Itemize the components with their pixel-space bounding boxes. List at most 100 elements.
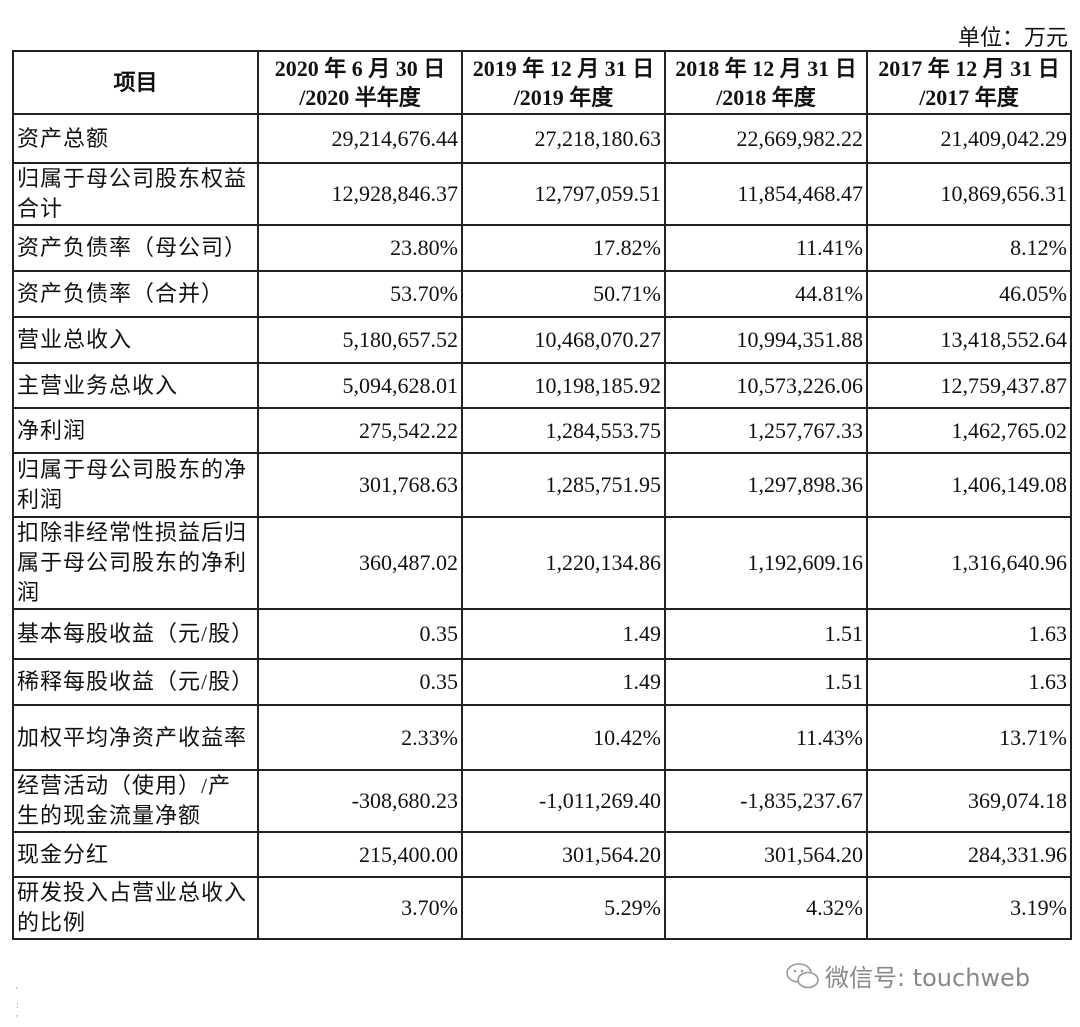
cell-value: 1.63 xyxy=(866,658,1072,706)
table-row: 主营业务总收入 5,094,628.01 10,198,185.92 10,573,2… xyxy=(12,362,1072,409)
cell-value: 360,487.02 xyxy=(257,516,463,610)
header-period: 2018 年 12 月 31 日/2018 年度 xyxy=(664,50,868,115)
cell-value: 0.35 xyxy=(257,658,463,706)
cell-value: 1,192,609.16 xyxy=(664,516,868,610)
cell-value: 10,468,070.27 xyxy=(461,316,666,364)
table-row: 现金分红 215,400.00 301,564.20 301,564.20 284,33… xyxy=(12,831,1072,878)
header-period: 2017 年 12 月 31 日/2017 年度 xyxy=(866,50,1072,115)
row-label: 加权平均净资产收益率 xyxy=(12,704,259,771)
cell-value: -1,011,269.40 xyxy=(461,769,666,833)
header-line: 2018 年 12 月 31 日 xyxy=(675,55,857,81)
cell-value: 27,218,180.63 xyxy=(461,113,666,164)
cell-value: 275,542.22 xyxy=(257,407,463,454)
financial-summary-table: 项目 2020 年 6 月 30 日/2020 半年度 2019 年 12 月 31… xyxy=(12,50,1072,940)
row-label: 归属于母公司股东的净利润 xyxy=(12,452,259,518)
header-line: 2017 年 12 月 31 日 xyxy=(878,55,1060,81)
cell-value: 1,316,640.96 xyxy=(866,516,1072,610)
cell-value: 10,869,656.31 xyxy=(866,162,1072,226)
cell-value: 10,573,226.06 xyxy=(664,362,868,409)
cell-value: 11.43% xyxy=(664,704,868,771)
table-row: 资产总额 29,214,676.44 27,218,180.63 22,669,982… xyxy=(12,113,1072,164)
header-line: /2020 半年度 xyxy=(299,84,421,110)
cell-value: 1.51 xyxy=(664,658,868,706)
cell-value: 11,854,468.47 xyxy=(664,162,868,226)
row-label: 资产总额 xyxy=(12,113,259,164)
row-label: 扣除非经常性损益后归属于母公司股东的净利润 xyxy=(12,516,259,610)
table-row: 稀释每股收益（元/股） 0.35 1.49 1.51 1.63 xyxy=(12,658,1072,706)
cell-value: 21,409,042.29 xyxy=(866,113,1072,164)
cell-value: -1,835,237.67 xyxy=(664,769,868,833)
header-period: 2019 年 12 月 31 日/2019 年度 xyxy=(461,50,666,115)
cell-value: 13.71% xyxy=(866,704,1072,771)
row-label: 净利润 xyxy=(12,407,259,454)
cell-value: 10.42% xyxy=(461,704,666,771)
cell-value: 1.51 xyxy=(664,608,868,660)
cell-value: 284,331.96 xyxy=(866,831,1072,878)
row-label: 稀释每股收益（元/股） xyxy=(12,658,259,706)
table-row: 归属于母公司股东权益合计 12,928,846.37 12,797,059.51 11… xyxy=(12,162,1072,226)
cell-value: 12,928,846.37 xyxy=(257,162,463,226)
cell-value: 10,994,351.88 xyxy=(664,316,868,364)
cell-value: 369,074.18 xyxy=(866,769,1072,833)
cell-value: 12,759,437.87 xyxy=(866,362,1072,409)
cell-value: 4.32% xyxy=(664,876,868,940)
watermark: 微信号: touchweb xyxy=(785,958,1030,993)
row-label: 资产负债率（合并） xyxy=(12,270,259,318)
row-label: 营业总收入 xyxy=(12,316,259,364)
cell-value: 11.41% xyxy=(664,224,868,272)
table-row: 资产负债率（合并） 53.70% 50.71% 44.81% 46.05% xyxy=(12,270,1072,318)
table-row: 归属于母公司股东的净利润 301,768.63 1,285,751.95 1,297,… xyxy=(12,452,1072,518)
cell-value: 1.63 xyxy=(866,608,1072,660)
unit-note: 单位：万元 xyxy=(957,25,1068,50)
cell-value: -308,680.23 xyxy=(257,769,463,833)
row-label: 现金分红 xyxy=(12,831,259,878)
cell-value: 5.29% xyxy=(461,876,666,940)
table-row: 净利润 275,542.22 1,284,553.75 1,257,767.33 1,4… xyxy=(12,407,1072,454)
header-line: /2017 年度 xyxy=(919,84,1019,110)
row-label: 经营活动（使用）/产生的现金流量净额 xyxy=(12,769,259,833)
cell-value: 5,094,628.01 xyxy=(257,362,463,409)
row-label: 研发投入占营业总收入的比例 xyxy=(12,876,259,940)
header-line: 项目 xyxy=(113,70,158,95)
cell-value: 301,564.20 xyxy=(664,831,868,878)
cell-value: 53.70% xyxy=(257,270,463,318)
wechat-icon xyxy=(786,962,819,988)
header-line: 2019 年 12 月 31 日 xyxy=(472,55,655,81)
table-row: 加权平均净资产收益率 2.33% 10.42% 11.43% 13.71% xyxy=(12,704,1072,771)
cell-value: 1,285,751.95 xyxy=(461,452,666,518)
cell-value: 8.12% xyxy=(866,224,1072,272)
row-label: 主营业务总收入 xyxy=(12,362,259,409)
watermark-text: 微信号: touchweb xyxy=(825,964,1031,992)
cell-value: 22,669,982.22 xyxy=(664,113,868,164)
cell-value: 1.49 xyxy=(461,608,666,660)
cell-value: 1,257,767.33 xyxy=(664,407,868,454)
header-line: /2018 年度 xyxy=(716,84,816,110)
cell-value: 215,400.00 xyxy=(257,831,463,878)
cell-value: 0.35 xyxy=(257,608,463,660)
table-row: 资产负债率（母公司） 23.80% 17.82% 11.41% 8.12% xyxy=(12,224,1072,272)
header-item: 项目 xyxy=(12,50,259,115)
cell-value: 10,198,185.92 xyxy=(461,362,666,409)
cell-value: 301,564.20 xyxy=(461,831,666,878)
table-row: 基本每股收益（元/股） 0.35 1.49 1.51 1.63 xyxy=(12,608,1072,660)
table-row: 营业总收入 5,180,657.52 10,468,070.27 10,994,351… xyxy=(12,316,1072,364)
table-row: 扣除非经常性损益后归属于母公司股东的净利润 360,487.02 1,220,134… xyxy=(12,516,1072,610)
cell-value: 29,214,676.44 xyxy=(257,113,463,164)
cell-value: 1,462,765.02 xyxy=(866,407,1072,454)
table-row: 经营活动（使用）/产生的现金流量净额 -308,680.23 -1,011,269.… xyxy=(12,769,1072,833)
cell-value: 23.80% xyxy=(257,224,463,272)
cell-value: 2.33% xyxy=(257,704,463,771)
cell-value: 44.81% xyxy=(664,270,868,318)
row-label: 资产负债率（母公司） xyxy=(12,224,259,272)
header-line: /2019 年度 xyxy=(513,84,614,110)
row-label: 基本每股收益（元/股） xyxy=(12,608,259,660)
cell-value: 46.05% xyxy=(866,270,1072,318)
cell-value: 3.70% xyxy=(257,876,463,940)
cell-value: 12,797,059.51 xyxy=(461,162,666,226)
cell-value: 1,284,553.75 xyxy=(461,407,666,454)
cell-value: 1,220,134.86 xyxy=(461,516,666,610)
table-header-row: 项目 2020 年 6 月 30 日/2020 半年度 2019 年 12 月 31… xyxy=(12,50,1072,115)
cell-value: 301,768.63 xyxy=(257,452,463,518)
header-line: 2020 年 6 月 30 日 xyxy=(274,55,446,81)
cell-value: 13,418,552.64 xyxy=(866,316,1072,364)
